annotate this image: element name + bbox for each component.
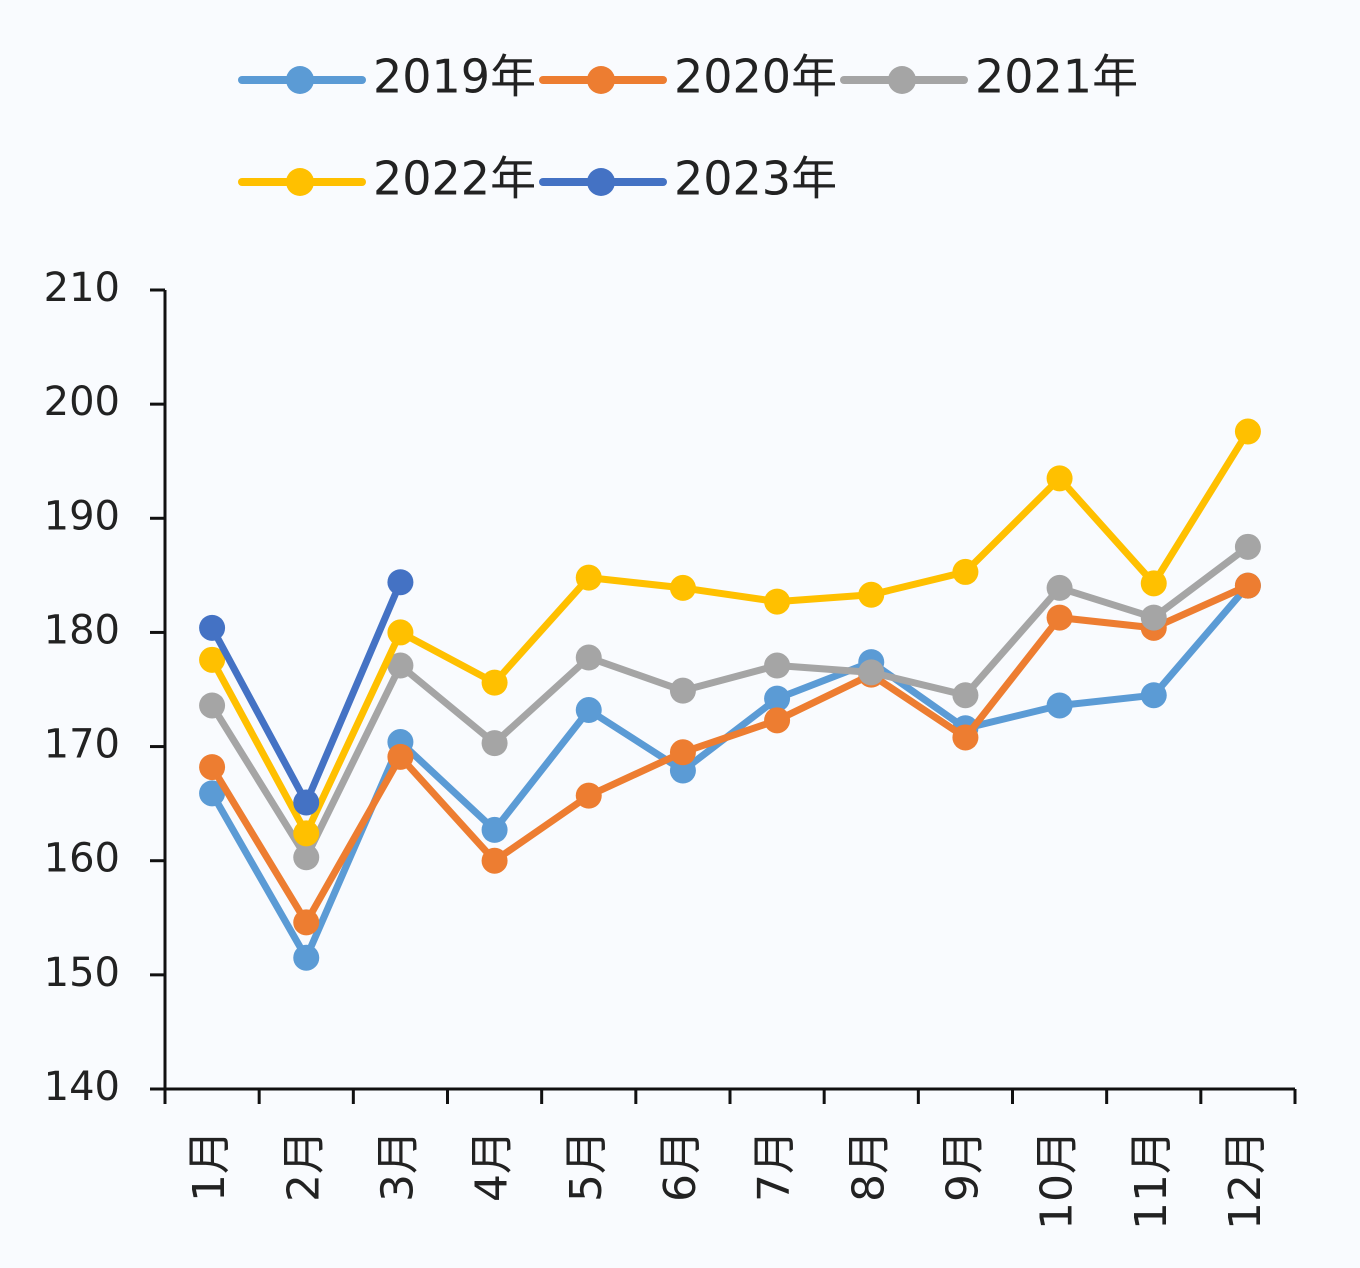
series-marker [1046,574,1073,601]
x-tick-label: 4月 [467,1130,518,1202]
x-tick-label: 5月 [561,1130,612,1202]
series-marker [387,619,414,646]
series-marker [764,707,791,734]
series-line [209,582,1250,926]
series-marker [858,659,885,686]
legend-marker [286,168,314,196]
legend-label: 2019年 [373,50,536,104]
legend-label: 2021年 [975,50,1138,104]
series-marker [575,564,602,591]
x-tick-label: 2月 [278,1130,329,1202]
series-marker [669,574,696,601]
series-marker [387,569,414,596]
series-marker [481,669,508,696]
x-tick-label: 12月 [1220,1130,1271,1230]
series-marker [293,820,320,847]
series-marker [952,724,979,751]
legend-marker [286,66,314,94]
series-marker [293,844,320,871]
series-line [209,544,1251,861]
x-tick-label: 10月 [1032,1130,1083,1230]
legend-label: 2023年 [674,152,837,206]
series-marker [764,652,791,679]
series-marker [199,692,226,719]
y-tick-label: 150 [44,950,120,996]
series-marker [199,780,226,807]
x-tick-label: 11月 [1126,1130,1177,1230]
y-tick-label: 180 [44,607,120,653]
legend-marker [888,66,916,94]
y-tick-label: 210 [44,265,120,311]
series-marker [481,730,508,757]
series-marker [669,677,696,704]
legend-marker [587,66,615,94]
y-tick-label: 170 [44,722,120,768]
series-marker [387,652,414,679]
series-marker [293,789,320,816]
series-marker [1234,418,1261,445]
x-tick-label: 9月 [937,1130,988,1202]
series-marker [481,847,508,874]
legend-marker [587,168,615,196]
series-marker [858,581,885,608]
series-marker [764,685,791,712]
series-marker [387,743,414,770]
series-marker [1046,465,1073,492]
x-tick-label: 1月 [184,1130,235,1202]
series-marker [293,909,320,936]
series-marker [669,739,696,766]
series-marker [575,782,602,809]
series-marker [575,644,602,671]
legend-label: 2020年 [674,50,837,104]
series-marker [1046,604,1073,631]
y-tick-label: 140 [44,1064,120,1110]
series-marker [575,697,602,724]
series-marker [199,646,226,673]
legend-label: 2022年 [373,152,536,206]
y-tick-label: 200 [44,379,120,425]
x-tick-label: 6月 [655,1130,706,1202]
series-marker [481,816,508,843]
series-marker [669,757,696,784]
y-tick-label: 190 [44,493,120,539]
y-tick-label: 160 [44,836,120,882]
series-marker [1140,682,1167,709]
series-line [209,583,1251,962]
series-marker [952,682,979,709]
series-line [209,429,1251,837]
series-marker [1140,570,1167,597]
series-marker [1234,572,1261,599]
x-tick-label: 8月 [843,1130,894,1202]
series-marker [952,558,979,585]
series-marker [1234,533,1261,560]
series-marker [764,588,791,615]
series-marker [293,944,320,971]
x-tick-label: 7月 [749,1130,800,1202]
series-marker [199,754,226,781]
series-marker [1046,692,1073,719]
series-marker [1140,604,1167,631]
x-tick-label: 3月 [372,1130,423,1202]
series-marker [199,614,226,641]
